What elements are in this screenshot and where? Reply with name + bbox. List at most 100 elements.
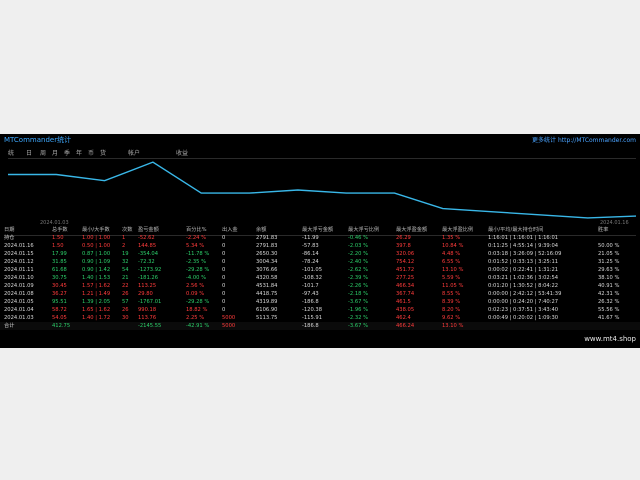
table-row-cell: 13.10 % <box>442 267 464 273</box>
table-row-cell: 2024.01.09 <box>4 283 34 289</box>
table-row-cell: 41.67 % <box>598 315 620 321</box>
table-row-cell: 4418.75 <box>256 291 278 297</box>
table-row-cell: -4.00 % <box>186 275 207 281</box>
brand-link[interactable]: 更多统计 http://MTCommander.com <box>532 137 636 144</box>
table-row-cell: 0 <box>222 275 226 281</box>
table-row-cell: 320.06 <box>396 251 415 257</box>
table-row-cell: 5.59 % <box>442 275 461 281</box>
table-total-cell: 13.10 % <box>442 323 464 329</box>
table-row-cell: 30.75 <box>52 275 67 281</box>
table-row-cell: 9.62 % <box>442 315 461 321</box>
table-row-cell: 17.99 <box>52 251 67 257</box>
table-row-cell: 367.74 <box>396 291 415 297</box>
table-row-cell: 18.82 % <box>186 307 208 313</box>
table-row: 持仓 1.50 1.00 | 1.00 1 -52.62 -2.24 % 0 2791.83 -… <box>0 234 640 242</box>
toolbar-item[interactable]: 币 <box>88 150 95 157</box>
axis-left-label: 2024.01.03 <box>40 220 69 226</box>
table-row-cell: 95.51 <box>52 299 67 305</box>
table-row-cell: 2024.01.03 <box>4 315 34 321</box>
table-row-cell: 29.63 % <box>598 267 620 273</box>
table-row-cell: 1.65 | 1.62 <box>82 307 111 313</box>
toolbar-item[interactable]: 统 <box>8 150 15 157</box>
table-row-cell: 438.05 <box>396 307 415 313</box>
stats-panel: MTCommander统计 更多统计 http://MTCommander.co… <box>0 134 640 348</box>
table-row-cell: 3004.34 <box>256 259 278 265</box>
table-row-cell: 32 <box>122 259 129 265</box>
toolbar-item[interactable]: 周 <box>40 150 47 157</box>
table-row-cell: 30.45 <box>52 283 67 289</box>
table-row-cell: 持仓 <box>4 235 15 241</box>
table-row-cell: 397.8 <box>396 243 411 249</box>
table-row-cell: -1273.92 <box>138 267 162 273</box>
balance-chart <box>8 158 637 236</box>
table-row-cell: 1.40 | 1.53 <box>82 275 111 281</box>
table-row-cell: 0.90 | 1.42 <box>82 267 111 273</box>
table-row-cell: -97.43 <box>302 291 319 297</box>
table-header-cell: 最大浮亏比例 <box>348 227 380 233</box>
table-row-cell: 0.50 | 1.00 <box>82 243 111 249</box>
toolbar-item[interactable]: 帐户 <box>128 150 141 157</box>
table-row-cell: 0:00:00 | 0:24:20 | 7:40:27 <box>488 299 559 305</box>
table-row-cell: -11.78 % <box>186 251 210 257</box>
table-row-cell: -78.24 <box>302 259 319 265</box>
table-row-cell: 0 <box>222 307 226 313</box>
table-row: 2024.01.16 1.50 0.50 | 1.00 2 144.85 5.34 % 0 2… <box>0 242 640 250</box>
table-row-cell: 42.31 % <box>598 291 620 297</box>
table-row-cell: 2024.01.04 <box>4 307 34 313</box>
table-row-cell: -120.38 <box>302 307 323 313</box>
table-row-cell: 2024.01.12 <box>4 259 34 265</box>
toolbar-item[interactable]: 季 <box>64 150 71 157</box>
toolbar-item[interactable]: 收益 <box>176 150 189 157</box>
table-row: 2024.01.10 30.75 1.40 | 1.53 21 -181.26 -4.00… <box>0 274 640 282</box>
table-row-cell: 0:03:18 | 3:26:09 | 52:16:09 <box>488 251 562 257</box>
table-row-cell: 5000 <box>222 315 236 321</box>
table-row-cell: 2024.01.05 <box>4 299 34 305</box>
table-row-cell: -354.04 <box>138 251 159 257</box>
table-row-cell: 8.20 % <box>442 307 461 313</box>
table-row-cell: 990.18 <box>138 307 157 313</box>
table-row-cell: 29.80 <box>138 291 153 297</box>
table-row-cell: 0 <box>222 291 226 297</box>
table-row-cell: 0.09 % <box>186 291 205 297</box>
table-row-cell: 4320.58 <box>256 275 278 281</box>
table-header-cell: 次数 <box>122 227 133 233</box>
table-row-cell: 1.00 | 1.00 <box>82 235 111 241</box>
table-total-cell: -186.8 <box>302 323 319 329</box>
table-row-cell: 2024.01.16 <box>4 243 34 249</box>
table-row-cell: 2 <box>122 243 126 249</box>
table-row-cell: 31.25 % <box>598 259 620 265</box>
table-total-cell: 412.75 <box>52 323 71 329</box>
toolbar-item[interactable]: 货 <box>100 150 107 157</box>
table-row-cell: 1:16:01 | 1:16:01 | 1:16:01 <box>488 235 559 241</box>
table-row-cell: -1.96 % <box>348 307 369 313</box>
table-row-cell: 6.55 % <box>442 259 461 265</box>
table-row-cell: -101.7 <box>302 283 319 289</box>
table-row-cell: -186.8 <box>302 299 319 305</box>
table-row-cell: 10.84 % <box>442 243 464 249</box>
table-row-cell: -0.46 % <box>348 235 369 241</box>
toolbar-item[interactable]: 年 <box>76 150 83 157</box>
table-row-cell: 0:01:20 | 1:30:52 | 8:04:22 <box>488 283 559 289</box>
table-row-cell: 57 <box>122 299 129 305</box>
toolbar-item[interactable]: 月 <box>52 150 59 157</box>
table-row-cell: 144.85 <box>138 243 157 249</box>
table-row-cell: 5113.75 <box>256 315 278 321</box>
table-row: 2024.01.11 61.68 0.90 | 1.42 54 -1273.92 -29.… <box>0 266 640 274</box>
toolbar-item[interactable]: 日 <box>26 150 33 157</box>
table-row: 2024.01.03 54.05 1.40 | 1.72 30 113.76 2.25 %… <box>0 314 640 322</box>
table-row-cell: 22 <box>122 283 129 289</box>
table-header-cell: 盈亏金额 <box>138 227 159 233</box>
table-row-cell: 58.72 <box>52 307 67 313</box>
table-row-cell: 26.29 <box>396 235 411 241</box>
table-header-cell: 日期 <box>4 227 15 233</box>
table-row: 2024.01.08 36.27 1.21 | 1.49 26 29.80 0.09 % 0… <box>0 290 640 298</box>
table-row-cell: 754.12 <box>396 259 415 265</box>
table-header-cell: 最大浮亏金额 <box>302 227 334 233</box>
footer-watermark: www.mt4.shop <box>584 335 636 343</box>
table-row-cell: 4531.84 <box>256 283 278 289</box>
table-row-cell: -2.39 % <box>348 275 369 281</box>
table-row-cell: -29.28 % <box>186 267 210 273</box>
table-header-cell: 胜率 <box>598 227 609 233</box>
table-row-cell: -2.24 % <box>186 235 207 241</box>
table-header: 日期 总手数 最小/大手数 次数 盈亏金额 百分比% 出入金 余额 最大浮亏金额 最大浮亏比例 最大… <box>0 226 640 234</box>
